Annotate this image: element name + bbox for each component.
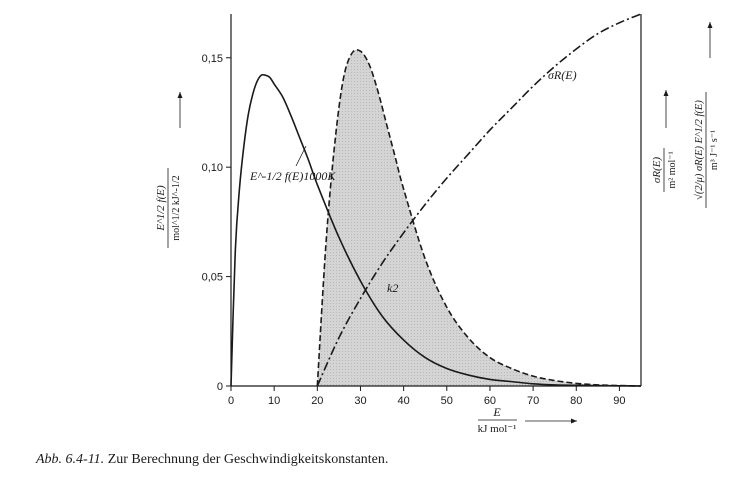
svg-text:E^1/2 f(E): E^1/2 f(E) [155,185,167,232]
series-line-2 [316,49,642,387]
y-axis-left-label: E^1/2 f(E) mol^1/2 kJ^-1/2 [155,168,182,248]
annotation-dist: E^-1/2 f(E)1000K [249,169,336,183]
y-ticks: 0 0,05 0,10 0,15 [202,53,231,393]
y-tick-label-1: 0,05 [202,272,223,284]
figure-caption: Abb. 6.4-11. Zur Berechnung der Geschwin… [36,452,388,468]
svg-text:m² mol⁻¹: m² mol⁻¹ [667,151,678,188]
x-tick-label-0: 0 [228,395,234,407]
annotation-rate: k2 [387,281,398,295]
x-tick-label-2: 20 [311,395,323,407]
annotation-dist-leader [295,145,307,167]
annotation-cross: σR(E) [548,68,577,82]
series-layer [230,13,642,387]
x-tick-label-3: 30 [354,395,366,407]
y-axis-right-label-2: √(2/μ) σR(E) E^1/2 f(E) m³ J⁻¹ s⁻¹ [693,92,720,208]
y-axis-right-arrowhead-2 [707,22,713,28]
y-axis-left-arrowhead [177,92,183,98]
x-axis-label: E [492,405,501,419]
series-line-1 [316,13,642,387]
y-tick-label-3: 0,15 [202,53,223,65]
x-tick-label-8: 80 [570,395,582,407]
x-tick-label-4: 40 [398,395,410,407]
x-tick-label-5: 50 [441,395,453,407]
x-tick-label-7: 70 [527,395,539,407]
svg-text:mol^1/2 kJ^-1/2: mol^1/2 kJ^-1/2 [171,175,182,240]
x-axis-unit: kJ mol⁻¹ [478,423,517,435]
y-tick-label-0: 0 [217,381,223,393]
y-axis-right-arrowhead-1 [663,90,669,96]
x-tick-label-1: 10 [268,395,280,407]
x-ticks: 0 10 20 30 40 50 60 70 80 90 [228,386,626,407]
caption-text: Zur Berechnung der Geschwindigkeitskonst… [107,452,389,467]
svg-text:√(2/μ) σR(E) E^1/2 f(E): √(2/μ) σR(E) E^1/2 f(E) [693,100,705,200]
x-tick-label-9: 90 [613,395,625,407]
x-axis-arrowhead [571,418,577,424]
k2-filled-area [317,49,641,386]
series-line-0 [230,73,642,387]
x-tick-label-6: 60 [484,395,496,407]
y-tick-label-2: 0,10 [202,162,223,174]
svg-text:m³ J⁻¹ s⁻¹: m³ J⁻¹ s⁻¹ [709,130,720,170]
y-axis-right-label-1: σR(E) m² mol⁻¹ [651,148,678,192]
caption-ref: Abb. 6.4-11. [36,452,105,467]
svg-text:σR(E): σR(E) [651,157,663,184]
